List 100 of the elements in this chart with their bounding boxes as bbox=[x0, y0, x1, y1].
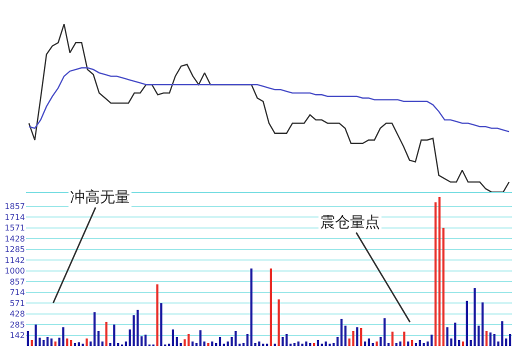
bar bbox=[136, 310, 139, 346]
bar bbox=[176, 336, 178, 346]
y-tick-label: 1857 bbox=[4, 202, 25, 212]
bar bbox=[344, 326, 347, 346]
bar bbox=[203, 341, 206, 346]
bar bbox=[50, 338, 53, 346]
bar bbox=[156, 284, 158, 346]
bar bbox=[86, 338, 88, 346]
bar bbox=[407, 341, 410, 346]
y-tick-label: 1285 bbox=[4, 245, 25, 254]
bar bbox=[485, 330, 488, 346]
y-tick-label: 428 bbox=[10, 310, 25, 319]
bar bbox=[211, 341, 214, 346]
bar bbox=[242, 342, 245, 346]
bar bbox=[282, 336, 284, 346]
bar bbox=[403, 332, 406, 346]
bar bbox=[293, 342, 296, 346]
y-tick-label: 285 bbox=[10, 320, 25, 330]
bar bbox=[191, 341, 194, 346]
y-tick-label: 857 bbox=[10, 277, 25, 286]
bar bbox=[446, 327, 448, 346]
bar bbox=[356, 327, 358, 346]
bar bbox=[297, 341, 300, 346]
bar bbox=[466, 300, 468, 346]
bar bbox=[218, 336, 222, 346]
bar bbox=[270, 268, 272, 346]
bar bbox=[422, 342, 425, 346]
bar bbox=[34, 324, 37, 346]
bar bbox=[46, 336, 49, 346]
bar bbox=[70, 340, 72, 346]
bar bbox=[309, 342, 312, 346]
bar bbox=[188, 334, 190, 346]
bar bbox=[246, 334, 249, 346]
bar bbox=[26, 330, 30, 346]
y-tick-label: 571 bbox=[10, 298, 25, 308]
bar bbox=[384, 318, 386, 346]
bar bbox=[66, 338, 68, 346]
bar bbox=[462, 341, 464, 346]
bar bbox=[78, 342, 80, 346]
bar bbox=[199, 330, 202, 346]
bar bbox=[215, 342, 218, 346]
bar bbox=[430, 334, 433, 346]
bar bbox=[442, 228, 444, 346]
bar bbox=[324, 341, 327, 346]
bar bbox=[493, 334, 496, 346]
bar bbox=[286, 334, 288, 346]
bar bbox=[376, 341, 378, 346]
y-tick-label: 142 bbox=[10, 331, 25, 340]
bar bbox=[305, 341, 308, 346]
bar bbox=[160, 303, 162, 346]
bar bbox=[172, 329, 174, 346]
y-tick-label: 1428 bbox=[4, 234, 25, 244]
bar bbox=[352, 330, 354, 346]
bar bbox=[30, 340, 33, 346]
bar bbox=[395, 342, 398, 346]
bar bbox=[195, 342, 198, 346]
annotation: 震仓量点 bbox=[320, 213, 380, 231]
bar bbox=[113, 324, 116, 346]
bar bbox=[372, 342, 374, 346]
y-tick-label: 1714 bbox=[4, 212, 25, 222]
y-tick-label: 1571 bbox=[4, 224, 25, 233]
bar bbox=[101, 341, 104, 346]
bar bbox=[482, 302, 484, 346]
bar bbox=[258, 341, 260, 346]
bar bbox=[226, 341, 229, 346]
bar bbox=[501, 321, 504, 346]
bar bbox=[438, 197, 441, 346]
bar bbox=[105, 322, 108, 346]
bar bbox=[250, 268, 252, 346]
bar bbox=[418, 340, 421, 346]
bar bbox=[474, 288, 476, 346]
bar bbox=[368, 338, 370, 346]
bar bbox=[207, 342, 210, 346]
bar bbox=[387, 342, 390, 346]
bar bbox=[94, 312, 96, 346]
bar bbox=[508, 334, 512, 346]
bar bbox=[316, 340, 320, 346]
bar bbox=[454, 322, 456, 346]
bar bbox=[434, 202, 437, 346]
bar bbox=[144, 334, 147, 346]
bar bbox=[391, 332, 394, 346]
bar bbox=[42, 340, 45, 346]
bar bbox=[360, 328, 362, 346]
bar bbox=[364, 341, 366, 346]
bar bbox=[54, 341, 56, 346]
bar bbox=[278, 299, 280, 346]
bar bbox=[74, 342, 76, 346]
annotation: 冲高无量 bbox=[70, 188, 130, 206]
bar bbox=[340, 318, 343, 346]
bar bbox=[399, 341, 402, 346]
y-tick-label: 1142 bbox=[4, 256, 25, 265]
bar bbox=[414, 342, 418, 346]
y-tick-label: 1000 bbox=[4, 266, 25, 276]
bar bbox=[62, 327, 64, 346]
bar bbox=[97, 330, 100, 346]
bar bbox=[410, 340, 414, 346]
bar bbox=[124, 341, 128, 346]
y-tick-label: 714 bbox=[10, 288, 25, 298]
bar bbox=[336, 336, 339, 346]
bar bbox=[234, 330, 237, 346]
